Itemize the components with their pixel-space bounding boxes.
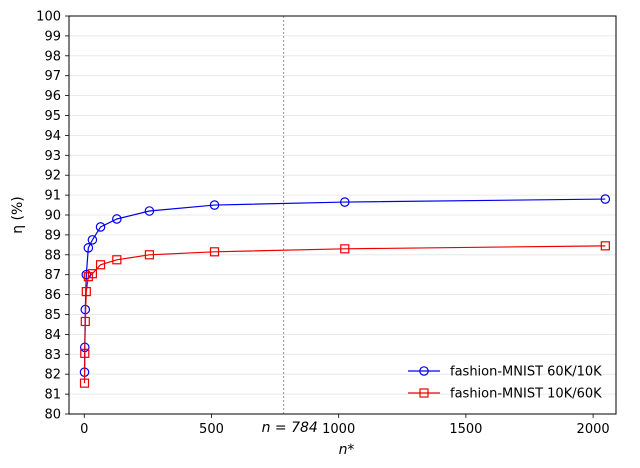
series-2-point-1 xyxy=(80,348,90,358)
series-2-point-3 xyxy=(81,287,91,297)
series-1-point-11 xyxy=(600,194,611,204)
series-1-point-4 xyxy=(83,243,94,253)
y-tick-label-98: 98 xyxy=(44,49,61,64)
series-2-point-8 xyxy=(144,250,154,260)
series-2-point-9 xyxy=(209,247,220,257)
y-tick-label-91: 91 xyxy=(44,189,61,204)
y-tick-label-97: 97 xyxy=(44,69,61,84)
n-784-annotation: n = 784 xyxy=(262,420,318,436)
series-layer xyxy=(79,194,611,388)
series-1-point-9 xyxy=(209,200,220,210)
y-tick-label-87: 87 xyxy=(44,268,61,283)
y-tick-label-80: 80 xyxy=(44,408,61,423)
x-tick-label-0: 0 xyxy=(80,422,88,437)
y-tick-label-95: 95 xyxy=(44,109,61,124)
y-tick-label-93: 93 xyxy=(44,149,61,164)
series-2-point-10 xyxy=(340,244,350,254)
y-tick-label-94: 94 xyxy=(44,129,61,144)
x-tick-label-2000: 2000 xyxy=(577,422,610,437)
x-axis-label: n* xyxy=(339,442,355,458)
series-1 xyxy=(79,194,611,378)
series-1-line xyxy=(83,198,606,373)
series-1-point-8 xyxy=(144,206,155,216)
series-1-point-5 xyxy=(87,235,98,245)
legend: fashion-MNIST 60K/10K fashion-MNIST 10K/6… xyxy=(408,365,602,402)
legend-marker-2 xyxy=(419,388,429,398)
y-axis-ticks: 80 81 82 83 84 85 86 87 88 89 90 91 92 93 94 95 96 97 98 99… xyxy=(36,10,69,423)
series-2-point-5 xyxy=(87,269,98,279)
legend-marker-1 xyxy=(419,366,429,376)
x-axis-ticks: 0 500 1000 1500 2000 xyxy=(80,414,610,437)
series-1-point-6 xyxy=(95,222,106,232)
legend-label-1: fashion-MNIST 60K/10K xyxy=(450,365,602,380)
y-tick-label-90: 90 xyxy=(44,209,61,224)
series-1-point-10 xyxy=(339,197,350,207)
y-tick-label-82: 82 xyxy=(44,368,61,383)
y-tick-label-89: 89 xyxy=(44,228,61,243)
y-tick-label-100: 100 xyxy=(36,10,61,25)
y-tick-label-86: 86 xyxy=(44,288,61,303)
x-tick-label-1000: 1000 xyxy=(322,422,355,437)
series-2-point-6 xyxy=(95,260,106,270)
x-tick-label-500: 500 xyxy=(199,422,224,437)
legend-label-2: fashion-MNIST 10K/60K xyxy=(450,387,602,402)
y-axis-label: η (%) xyxy=(10,196,26,234)
y-tick-label-84: 84 xyxy=(44,328,61,343)
y-tick-label-83: 83 xyxy=(44,348,61,363)
y-tick-label-88: 88 xyxy=(44,248,61,263)
series-2-point-7 xyxy=(112,255,122,265)
y-tick-label-99: 99 xyxy=(44,29,61,44)
series-1-point-7 xyxy=(112,214,122,224)
series-2-point-11 xyxy=(600,241,610,251)
series-2 xyxy=(79,241,610,388)
x-tick-label-1500: 1500 xyxy=(449,422,482,437)
grid-lines xyxy=(69,15,616,415)
y-tick-label-85: 85 xyxy=(44,308,61,323)
y-tick-label-92: 92 xyxy=(44,169,61,184)
series-2-point-2 xyxy=(80,316,90,327)
y-tick-label-96: 96 xyxy=(44,89,61,104)
y-tick-label-81: 81 xyxy=(44,388,61,403)
series-2-point-0 xyxy=(79,378,90,388)
